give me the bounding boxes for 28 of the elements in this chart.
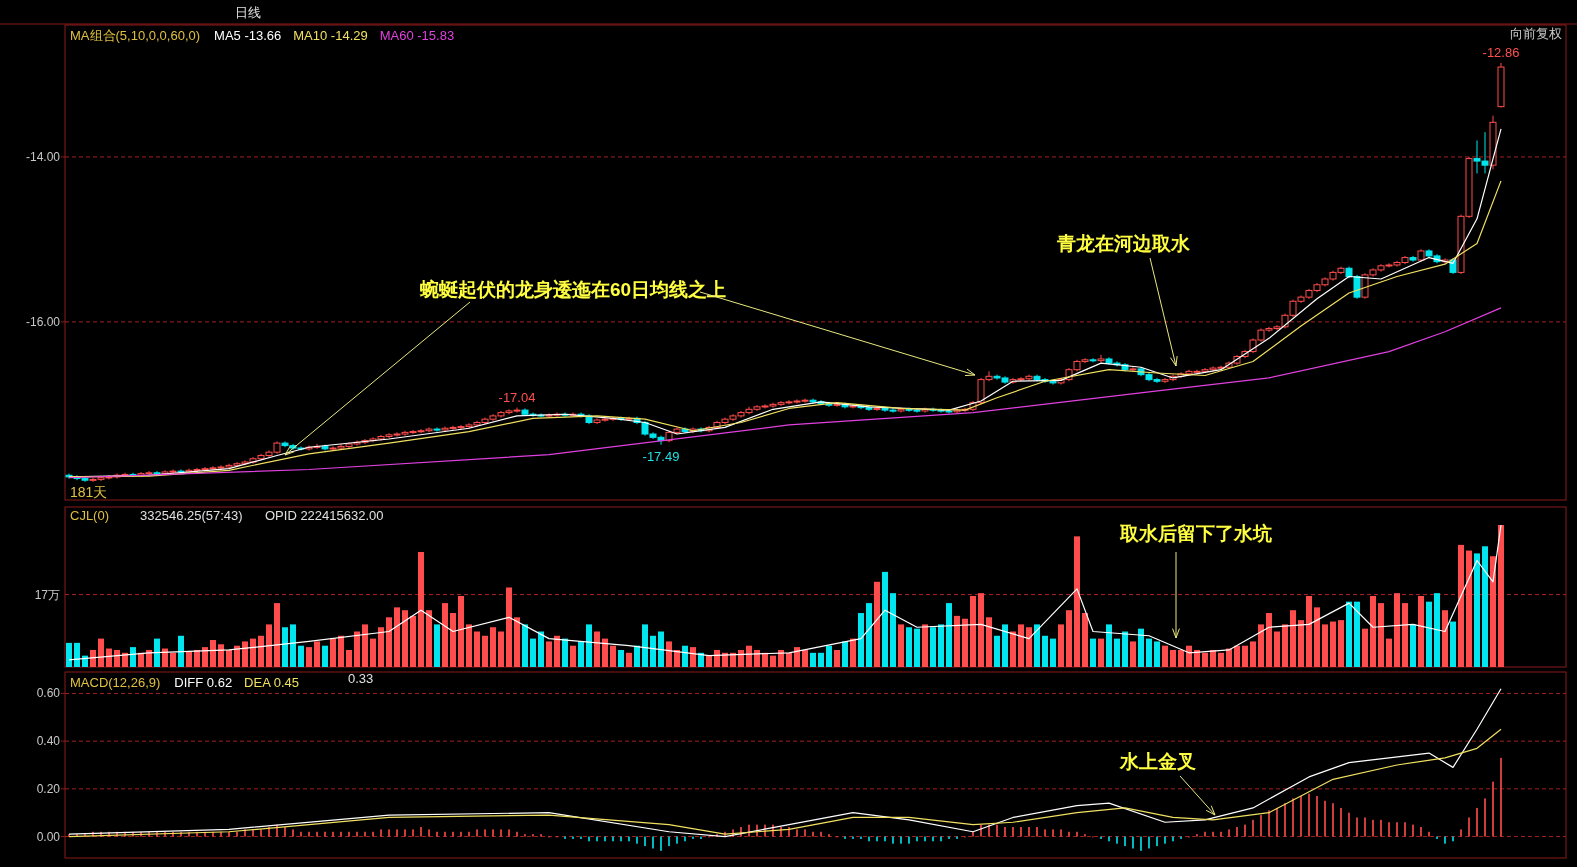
legend-title: MACD(12,26,9) <box>70 675 161 690</box>
text: 向前复权 <box>1510 26 1562 41</box>
annotation: 蜿蜒起伏的龙身逶迤在60日均线之上 <box>419 279 727 300</box>
text: MA5 -13.66 <box>214 28 282 43</box>
y-tick-label: -14.00 <box>25 149 61 164</box>
y-tick-label: -16.00 <box>25 314 61 329</box>
y-tick-label: 0.20 <box>36 781 61 796</box>
annotation: -17.49 <box>642 448 680 464</box>
annotation: 青龙在河边取水 <box>1056 233 1191 254</box>
annotation: 0.33 <box>348 671 374 686</box>
y-tick-label: 0.00 <box>36 829 61 844</box>
annotation: 水上金叉 <box>1119 751 1196 772</box>
text: MA60 -15.83 <box>379 28 455 43</box>
ref-line-label: 17万 <box>34 587 60 602</box>
annotation: 取水后留下了水坑 <box>1119 523 1272 544</box>
text: 332546.25(57:43) <box>140 508 243 523</box>
annotation: -12.86 <box>1482 44 1520 60</box>
chart-title: 日线 <box>235 5 261 20</box>
chart-title: CJL(0) <box>70 508 110 523</box>
text: MA10 -14.29 <box>293 28 368 43</box>
annotation: 181天 <box>70 484 108 500</box>
legend-title: MA组合(5,10,0,0,60,0) <box>70 28 201 43</box>
y-tick-label: 0.60 <box>36 686 61 701</box>
annotation: -17.04 <box>498 389 536 405</box>
text: DEA 0.45 <box>244 675 300 690</box>
text: DIFF 0.62 <box>174 675 233 690</box>
text: OPID 222415632.00 <box>265 508 384 523</box>
y-tick-label: 0.40 <box>36 734 61 749</box>
